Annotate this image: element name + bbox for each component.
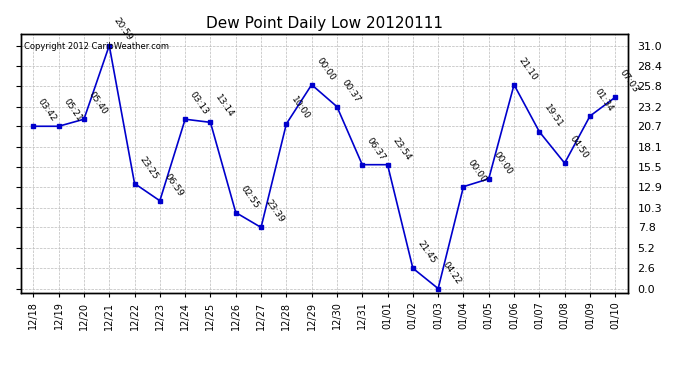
Text: 05:21: 05:21	[61, 97, 83, 123]
Text: 00:00: 00:00	[491, 150, 514, 176]
Text: 06:59: 06:59	[163, 172, 185, 198]
Text: 01:34: 01:34	[593, 87, 615, 113]
Text: 03:13: 03:13	[188, 90, 210, 117]
Text: 21:45: 21:45	[415, 239, 437, 266]
Text: 23:54: 23:54	[391, 136, 413, 162]
Text: 03:42: 03:42	[36, 98, 58, 123]
Text: 06:37: 06:37	[365, 135, 387, 162]
Text: 00:00: 00:00	[466, 158, 489, 184]
Text: 23:39: 23:39	[264, 198, 286, 225]
Text: 19:51: 19:51	[542, 103, 564, 129]
Text: 00:37: 00:37	[339, 78, 362, 104]
Text: 04:22: 04:22	[441, 260, 463, 286]
Text: 04:50: 04:50	[567, 134, 589, 160]
Text: 13:14: 13:14	[213, 93, 235, 120]
Text: 20:59: 20:59	[112, 16, 134, 43]
Text: 21:10: 21:10	[517, 56, 539, 82]
Text: 23:25: 23:25	[137, 154, 159, 181]
Text: 05:40: 05:40	[87, 90, 109, 117]
Text: 07:03: 07:03	[618, 68, 640, 94]
Text: 00:00: 00:00	[315, 56, 337, 82]
Text: 02:55: 02:55	[239, 183, 261, 210]
Text: Copyright 2012 CaribWeather.com: Copyright 2012 CaribWeather.com	[23, 42, 169, 51]
Text: 10:00: 10:00	[289, 95, 311, 121]
Title: Dew Point Daily Low 20120111: Dew Point Daily Low 20120111	[206, 16, 443, 31]
